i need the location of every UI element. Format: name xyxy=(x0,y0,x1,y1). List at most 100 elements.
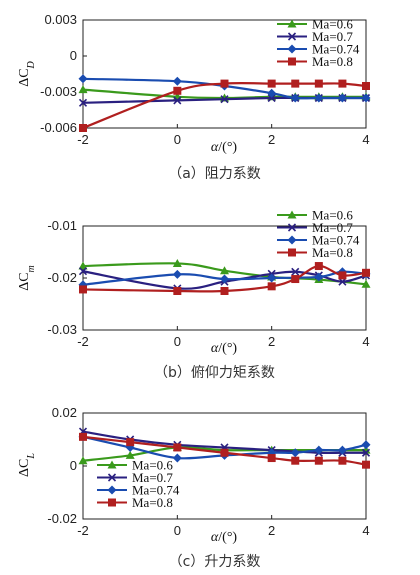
x-axis-label-unit: /(°) xyxy=(218,140,237,155)
data-point xyxy=(78,74,88,84)
data-point xyxy=(267,79,276,88)
y-axis-label-sub: L xyxy=(26,453,37,460)
data-point xyxy=(79,285,87,294)
x-tick-label: 2 xyxy=(268,132,275,147)
legend-label: Ma=0.6 xyxy=(312,208,353,223)
chart-panel: -2 0 2 4-0.0200.02ΔCLα/(°)（c）升力系数Ma=0.6Ma=0… xyxy=(17,405,371,570)
data-point xyxy=(338,271,347,280)
data-point xyxy=(172,269,182,279)
data-point xyxy=(267,282,276,291)
y-axis-label-sub: D xyxy=(26,60,37,69)
data-point xyxy=(267,88,277,98)
y-axis-label-main: ΔC xyxy=(17,272,32,290)
y-axis-label: ΔCL xyxy=(17,453,37,477)
x-tick-label: -2 xyxy=(77,523,89,538)
y-axis-label-sub: m xyxy=(26,265,37,272)
y-axis-label-main: ΔC xyxy=(17,459,32,477)
legend-label: Ma=0.6 xyxy=(312,17,353,32)
data-point xyxy=(314,262,323,271)
data-point xyxy=(338,79,347,88)
data-point xyxy=(125,450,135,459)
data-point xyxy=(314,272,324,282)
x-tick-label: 0 xyxy=(174,523,181,538)
legend-marker xyxy=(107,460,117,469)
legend-label: Ma=0.7 xyxy=(312,29,353,44)
data-point xyxy=(79,432,87,441)
data-point xyxy=(173,443,182,452)
data-point xyxy=(290,448,300,458)
legend-marker xyxy=(287,235,297,245)
data-point xyxy=(362,82,370,90)
y-tick-label: -0.02 xyxy=(47,511,77,526)
chart-panel: -2 0 2 4-0.006-0.00300.003ΔCDα/(°)（a）阻力系数Ma… xyxy=(17,12,371,182)
data-point xyxy=(220,266,229,275)
x-axis-label: α/(°) xyxy=(211,530,238,545)
x-axis-label-unit: /(°) xyxy=(218,341,237,356)
data-point xyxy=(172,453,182,463)
legend-marker xyxy=(287,210,297,219)
series xyxy=(79,79,370,132)
legend-label: Ma=0.74 xyxy=(312,233,360,248)
data-point xyxy=(267,273,277,283)
legend-marker xyxy=(287,44,297,54)
x-tick-label: 4 xyxy=(362,523,369,538)
legend-label: Ma=0.74 xyxy=(312,42,360,57)
data-point xyxy=(337,445,347,455)
x-tick-label: 4 xyxy=(362,334,369,349)
x-axis-label: α/(°) xyxy=(211,140,238,155)
plot-frame xyxy=(82,19,367,129)
legend-marker xyxy=(288,248,296,257)
data-point xyxy=(173,96,182,105)
legend-label: Ma=0.6 xyxy=(132,458,173,473)
data-point xyxy=(220,79,229,88)
legend-label: Ma=0.8 xyxy=(312,54,353,69)
data-point xyxy=(361,440,371,450)
panel-caption: （c）升力系数 xyxy=(169,554,261,570)
data-point xyxy=(291,79,300,88)
data-point xyxy=(361,448,371,457)
series xyxy=(79,432,370,469)
data-point xyxy=(361,279,371,288)
legend-label: Ma=0.8 xyxy=(132,495,173,510)
data-point xyxy=(173,287,182,295)
y-tick-label: -0.006 xyxy=(40,120,77,135)
data-point xyxy=(291,456,300,465)
y-tick-label: -0.003 xyxy=(40,84,77,99)
x-tick-label: -2 xyxy=(77,334,89,349)
x-axis-label: α/(°) xyxy=(211,341,238,356)
data-point xyxy=(291,275,300,284)
x-tick-label: 2 xyxy=(268,334,275,349)
legend-marker xyxy=(107,473,117,482)
legend-marker xyxy=(287,223,297,232)
data-point xyxy=(314,79,323,88)
data-point xyxy=(267,454,276,463)
legend-marker xyxy=(107,485,117,495)
chart-panel: -2 0 2 4 -0.01 -0.02 -0.03 ΔCm α/(°) （b）俯仰力矩系数 Ma=… xyxy=(17,208,371,381)
legend-marker xyxy=(287,19,297,28)
data-point xyxy=(220,274,229,284)
y-tick-label: -0.01 xyxy=(47,218,77,233)
data-point xyxy=(78,456,88,465)
data-point xyxy=(290,93,300,103)
y-axis-label: ΔCD xyxy=(17,60,37,86)
x-tick-label: 0 xyxy=(174,132,181,147)
data-point xyxy=(220,287,229,295)
data-point xyxy=(267,93,276,103)
legend-marker xyxy=(287,32,297,41)
series xyxy=(79,262,370,295)
data-point xyxy=(337,93,347,103)
data-point xyxy=(172,76,182,86)
data-point xyxy=(362,268,370,277)
data-point xyxy=(78,85,88,94)
data-point xyxy=(173,86,182,95)
y-tick-label: 0.02 xyxy=(52,405,77,420)
y-tick-label: 0.003 xyxy=(44,12,77,27)
legend-label: Ma=0.7 xyxy=(132,470,173,485)
data-point xyxy=(78,267,88,276)
legend-label: Ma=0.8 xyxy=(312,245,353,260)
data-point xyxy=(220,448,229,457)
data-point xyxy=(126,438,135,447)
